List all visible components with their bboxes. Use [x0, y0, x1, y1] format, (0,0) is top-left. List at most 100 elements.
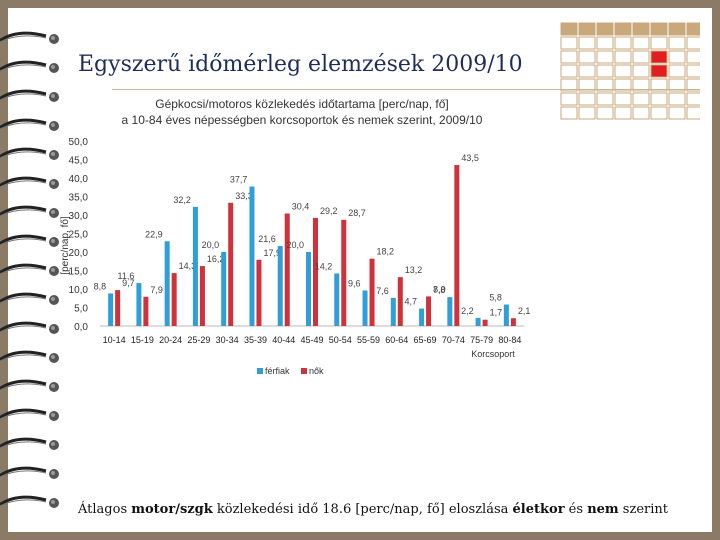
x-tick-label: 30-34 [216, 335, 239, 345]
grid-cell [560, 50, 578, 64]
caption-part: közlekedési idő 18.6 [perc/nap, fő] elos… [212, 502, 513, 517]
x-tick-label: 45-49 [300, 335, 323, 345]
x-tick-label: 15-19 [131, 335, 154, 345]
bar-ferfiak [419, 308, 425, 326]
grid-cell [632, 50, 650, 64]
data-label: 4,7 [405, 297, 418, 307]
caption-part: életkor [512, 502, 565, 517]
bar-nok [454, 165, 460, 326]
bar-ferfiak [249, 186, 255, 326]
grid-cell [578, 50, 596, 64]
spiral-ring [0, 176, 59, 189]
caption-part: szerint [618, 502, 668, 517]
grid-cell [650, 92, 668, 106]
grid-cell [632, 36, 650, 50]
data-label: 43,5 [461, 153, 479, 163]
grid-cell [560, 78, 578, 92]
bar-nok [482, 319, 488, 326]
data-label: 8,8 [94, 281, 107, 291]
y-axis-label: [perc/nap, fő] [60, 216, 71, 275]
bar-nok [171, 273, 177, 326]
x-tick-label: 40-44 [272, 335, 295, 345]
x-tick-label: 10-14 [103, 335, 126, 345]
chart-title-line2: a 10-84 éves népességben korcsoportok és… [121, 113, 483, 127]
grid-cell [686, 106, 700, 120]
spiral-ring [0, 234, 59, 247]
bar-ferfiak [108, 293, 114, 326]
legend-label: nők [309, 366, 324, 376]
bar-nok [228, 202, 234, 326]
grid-cell [632, 92, 650, 106]
grid-cell [560, 106, 578, 120]
x-tick-label: 75-79 [470, 335, 493, 345]
grid-cell [632, 22, 650, 36]
bar-ferfiak [390, 297, 396, 326]
grid-cell [578, 92, 596, 106]
data-label: 30,4 [292, 202, 310, 212]
caption-part: Átlagos [78, 502, 132, 517]
bar-ferfiak [164, 241, 170, 326]
grid-cell [668, 22, 686, 36]
y-tick-label: 45,0 [69, 156, 89, 167]
x-tick-label: 20-24 [159, 335, 182, 345]
bar-ferfiak [447, 297, 453, 326]
grid-cell [650, 22, 668, 36]
grid-cell [650, 64, 668, 78]
grid-cell [668, 78, 686, 92]
data-label: 28,7 [348, 208, 366, 218]
x-tick-label: 50-54 [329, 335, 352, 345]
y-tick-label: 30,0 [69, 211, 89, 222]
data-label: 8,0 [433, 284, 446, 294]
data-label: 1,7 [490, 308, 503, 318]
grid-cell [614, 78, 632, 92]
grid-cell [614, 106, 632, 120]
data-label: 17,9 [263, 248, 281, 258]
grid-cell [596, 50, 614, 64]
x-tick-label: 35-39 [244, 335, 267, 345]
chart-title: Gépkocsi/motoros közlekedés időtartama [… [62, 96, 542, 128]
legend-swatch [301, 368, 307, 374]
caption-part: motor/szgk [131, 502, 213, 517]
data-label: 2,2 [461, 306, 474, 316]
data-label: 20,0 [286, 240, 304, 250]
slide [8, 8, 712, 532]
y-tick-label: 0,0 [74, 322, 88, 333]
chart-title-line1: Gépkocsi/motoros közlekedés időtartama [… [155, 97, 449, 111]
bar-ferfiak [221, 252, 227, 326]
grid-cell [560, 22, 578, 36]
spiral-ring [0, 495, 59, 508]
x-tick-label: 65-69 [414, 335, 437, 345]
data-label: 11,6 [118, 271, 135, 281]
spiral-ring [0, 321, 59, 334]
decorative-grid [560, 22, 700, 120]
grid-cell [668, 106, 686, 120]
legend-swatch [257, 368, 263, 374]
data-label: 20,0 [202, 240, 220, 250]
x-axis-label: Korcsoport [471, 349, 515, 359]
bar-nok [397, 277, 403, 326]
slide-title: Egyszerű időmérleg elemzések 2009/10 [78, 52, 523, 77]
spiral-ring [0, 118, 59, 131]
y-tick-label: 35,0 [69, 193, 89, 204]
grid-cell [668, 36, 686, 50]
x-tick-label: 55-59 [357, 335, 380, 345]
bar-nok [143, 296, 149, 326]
grid-cell [614, 22, 632, 36]
grid-cell [668, 64, 686, 78]
data-label: 16,2 [207, 254, 225, 264]
bar-nok [426, 296, 432, 326]
grid-cell [686, 78, 700, 92]
y-tick-label: 40,0 [69, 174, 89, 185]
grid-cell [668, 92, 686, 106]
legend-label: férfiak [265, 366, 290, 376]
bar-ferfiak [136, 283, 142, 326]
data-label: 13,2 [405, 265, 423, 275]
grid-cell [560, 64, 578, 78]
spiral-ring [0, 263, 59, 276]
grid-cell [578, 22, 596, 36]
bar-nok [199, 266, 205, 326]
data-label: 32,2 [173, 195, 191, 205]
spiral-ring [0, 466, 59, 479]
grid-cell [596, 36, 614, 50]
grid-cell [596, 92, 614, 106]
